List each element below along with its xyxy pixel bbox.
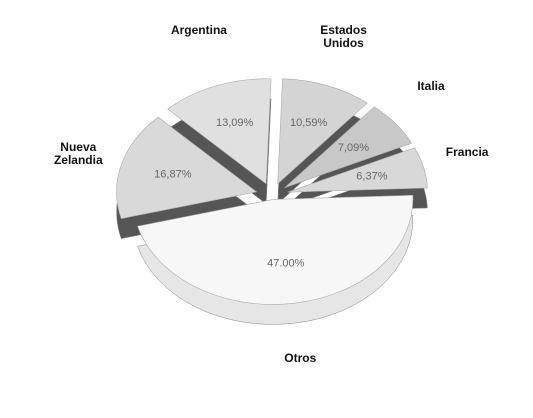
slice (137, 194, 414, 305)
category-label: Estados Unidos (320, 22, 367, 50)
value-label: 7,09% (338, 142, 369, 154)
slice (287, 147, 428, 193)
value-label: 10,59% (290, 117, 328, 129)
category-label: Nueva Zelandia (53, 139, 103, 167)
slice (116, 116, 258, 219)
value-label: 13,09% (216, 117, 254, 129)
slice (167, 78, 272, 185)
value-label: 16,87% (154, 169, 192, 181)
slice (277, 78, 368, 185)
value-label: 6,37% (356, 171, 387, 183)
category-label: Francia (445, 144, 489, 159)
category-label: Argentina (170, 23, 227, 38)
category-label: Italia (417, 79, 445, 94)
slice (284, 106, 413, 188)
category-label: Otros (284, 351, 317, 366)
value-label: 47.00% (267, 258, 305, 270)
